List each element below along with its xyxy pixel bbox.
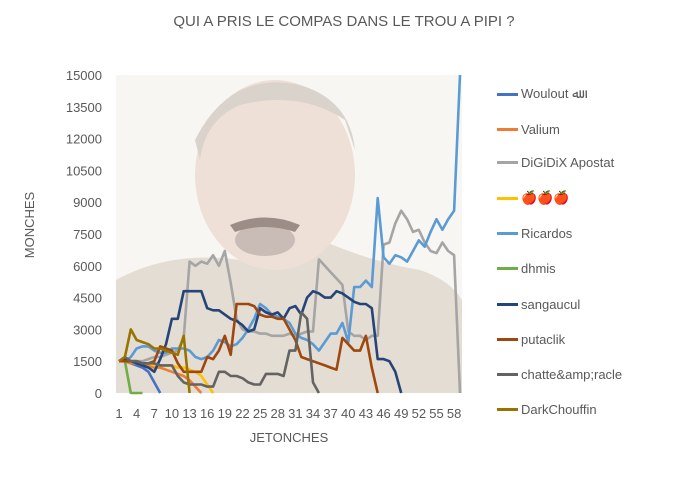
legend-swatch	[497, 266, 518, 270]
x-tick-label: 40	[341, 406, 355, 421]
legend-label: Valium	[521, 121, 560, 137]
y-tick-label: 7500	[73, 227, 102, 242]
x-tick-label: 19	[218, 406, 232, 421]
x-tick-label: 55	[429, 406, 443, 421]
y-tick-label: 1500	[73, 354, 102, 369]
x-axis-label: JETONCHES	[250, 430, 329, 445]
legend-item: DiGiDiX Apostat	[497, 154, 614, 170]
legend-item: putaclik	[497, 331, 565, 347]
x-tick-label: 28	[271, 406, 285, 421]
plot-background-photo	[116, 75, 462, 393]
x-tick-label: 10	[165, 406, 179, 421]
x-tick-label: 7	[151, 406, 158, 421]
x-tick-label: 43	[359, 406, 373, 421]
y-tick-label: 13500	[66, 100, 102, 115]
series-line-4	[119, 74, 462, 363]
legend-item: Woulout ﷲ	[497, 86, 580, 102]
legend-label: putaclik	[521, 331, 566, 347]
x-tick-label: 25	[253, 406, 267, 421]
x-tick-label: 4	[133, 406, 140, 421]
x-tick-label: 13	[182, 406, 196, 421]
legend-item: chatte&amp;racle	[497, 366, 622, 382]
legend-label: sangaucul	[521, 296, 581, 312]
series-line-8	[118, 311, 321, 394]
legend-item: sangaucul	[497, 296, 580, 312]
legend-swatch	[497, 196, 518, 200]
chart-title: QUI A PRIS LE COMPAS DANS LE TROU A PIPI…	[173, 13, 514, 30]
legend-item: DarkChouffin	[497, 401, 597, 417]
legend-item: dhmis	[497, 260, 556, 276]
x-tick-label: 49	[394, 406, 408, 421]
legend-swatch	[497, 337, 518, 341]
series-line-9	[118, 328, 191, 394]
legend-label: 🍎🍎🍎	[521, 190, 570, 205]
legend-swatch	[497, 127, 518, 131]
legend-swatch	[497, 372, 518, 376]
y-axis-label: MONCHES	[22, 191, 37, 258]
series-line-7	[119, 302, 379, 394]
x-tick-label: 37	[323, 406, 337, 421]
legend-label: chatte&amp;racle	[521, 366, 623, 382]
y-tick-label: 6000	[73, 259, 102, 274]
legend-swatch	[497, 231, 518, 235]
x-tick-label: 1	[115, 406, 122, 421]
x-tick-label: 46	[376, 406, 390, 421]
series-line-6	[118, 289, 403, 394]
y-tick-label: 3000	[73, 322, 102, 337]
x-tick-label: 34	[306, 406, 320, 421]
y-tick-label: 10500	[66, 163, 102, 178]
x-tick-label: 31	[288, 406, 302, 421]
legend-swatch	[497, 407, 518, 411]
x-tick-label: 58	[447, 406, 461, 421]
legend-swatch	[497, 92, 518, 96]
legend-item: Valium	[497, 121, 560, 137]
legend-label: DiGiDiX Apostat	[521, 154, 615, 170]
y-tick-label: 4500	[73, 291, 102, 306]
y-tick-label: 12000	[66, 132, 102, 147]
x-tick-label: 16	[200, 406, 214, 421]
legend-label: Ricardos	[521, 225, 573, 241]
x-tick-label: 52	[412, 406, 426, 421]
y-tick-label: 9000	[73, 195, 102, 210]
y-tick-label: 0	[95, 386, 102, 401]
x-tick-label: 22	[235, 406, 249, 421]
legend-item: 🍎🍎🍎	[497, 190, 570, 206]
legend-item: Ricardos	[497, 225, 572, 241]
legend-label: DarkChouffin	[521, 401, 597, 417]
legend-swatch	[497, 302, 518, 306]
legend-label: Woulout ﷲ	[521, 86, 580, 101]
legend-label: dhmis	[521, 260, 556, 276]
series-line-2	[118, 209, 462, 394]
legend-swatch	[497, 160, 518, 164]
y-tick-label: 15000	[66, 68, 102, 83]
